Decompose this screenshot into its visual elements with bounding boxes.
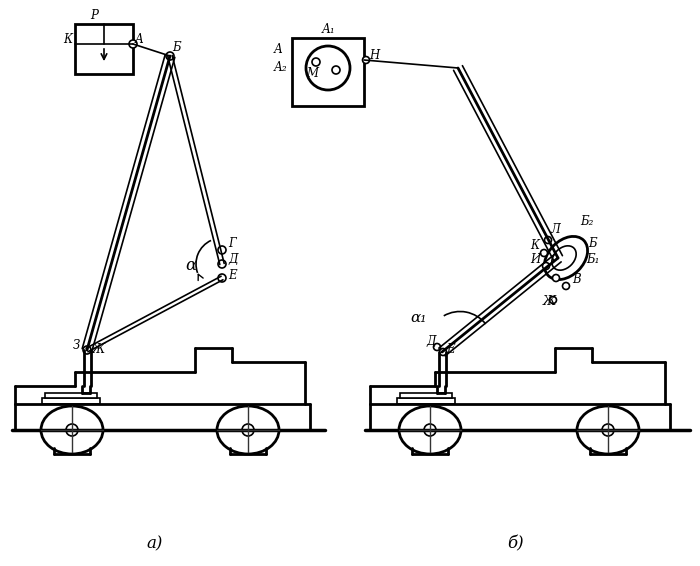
Circle shape bbox=[542, 263, 550, 269]
Bar bbox=[397, 398, 455, 404]
Ellipse shape bbox=[577, 406, 639, 454]
Text: б): б) bbox=[507, 535, 524, 552]
Circle shape bbox=[166, 52, 174, 60]
Ellipse shape bbox=[552, 246, 576, 270]
Text: А₁: А₁ bbox=[322, 23, 335, 36]
Ellipse shape bbox=[217, 406, 279, 454]
Text: Б₂: Б₂ bbox=[580, 215, 594, 228]
Circle shape bbox=[312, 58, 320, 66]
Text: α: α bbox=[185, 257, 196, 274]
Ellipse shape bbox=[41, 406, 103, 454]
Circle shape bbox=[218, 246, 226, 254]
Circle shape bbox=[440, 349, 447, 355]
Text: α₁: α₁ bbox=[410, 311, 426, 325]
Text: Н: Н bbox=[369, 49, 379, 62]
Text: М: М bbox=[306, 67, 318, 80]
Circle shape bbox=[242, 424, 254, 436]
Text: А: А bbox=[135, 33, 144, 46]
Bar bbox=[400, 393, 452, 398]
Text: И: И bbox=[530, 253, 540, 266]
Circle shape bbox=[424, 424, 436, 436]
Text: К: К bbox=[63, 33, 72, 46]
Circle shape bbox=[433, 344, 440, 350]
Bar bbox=[42, 398, 100, 404]
Circle shape bbox=[540, 250, 547, 256]
Circle shape bbox=[550, 297, 556, 303]
Text: Д: Д bbox=[228, 253, 237, 266]
Circle shape bbox=[563, 282, 570, 289]
Text: Б: Б bbox=[172, 41, 181, 54]
Circle shape bbox=[129, 40, 137, 48]
Bar bbox=[292, 38, 364, 106]
Text: В: В bbox=[572, 273, 580, 286]
Ellipse shape bbox=[399, 406, 461, 454]
Text: Ж: Ж bbox=[543, 295, 556, 308]
Text: К: К bbox=[530, 239, 539, 252]
Text: Л: Л bbox=[550, 223, 560, 236]
Text: Е: Е bbox=[228, 269, 237, 282]
Text: Е: Е bbox=[446, 343, 454, 356]
Text: А: А bbox=[274, 43, 283, 56]
Circle shape bbox=[218, 260, 226, 268]
Text: З: З bbox=[73, 339, 80, 352]
Text: Ж: Ж bbox=[92, 343, 105, 356]
Ellipse shape bbox=[545, 237, 587, 280]
Text: Д: Д bbox=[426, 335, 435, 348]
Circle shape bbox=[218, 274, 226, 282]
Bar bbox=[75, 24, 133, 74]
Text: Г: Г bbox=[228, 237, 236, 250]
Circle shape bbox=[66, 424, 78, 436]
Text: А₂: А₂ bbox=[274, 61, 288, 74]
Text: Р: Р bbox=[90, 9, 98, 22]
Circle shape bbox=[602, 424, 614, 436]
Text: Б₁: Б₁ bbox=[586, 253, 599, 266]
Circle shape bbox=[552, 275, 559, 281]
Text: а): а) bbox=[147, 535, 163, 552]
Circle shape bbox=[332, 66, 340, 74]
Bar bbox=[45, 393, 97, 398]
Text: Б: Б bbox=[588, 237, 596, 250]
Circle shape bbox=[83, 346, 91, 354]
Circle shape bbox=[545, 237, 552, 243]
Circle shape bbox=[363, 57, 370, 63]
Circle shape bbox=[306, 46, 350, 90]
